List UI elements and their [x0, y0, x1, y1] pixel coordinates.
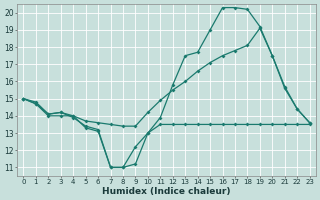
X-axis label: Humidex (Indice chaleur): Humidex (Indice chaleur): [102, 187, 231, 196]
